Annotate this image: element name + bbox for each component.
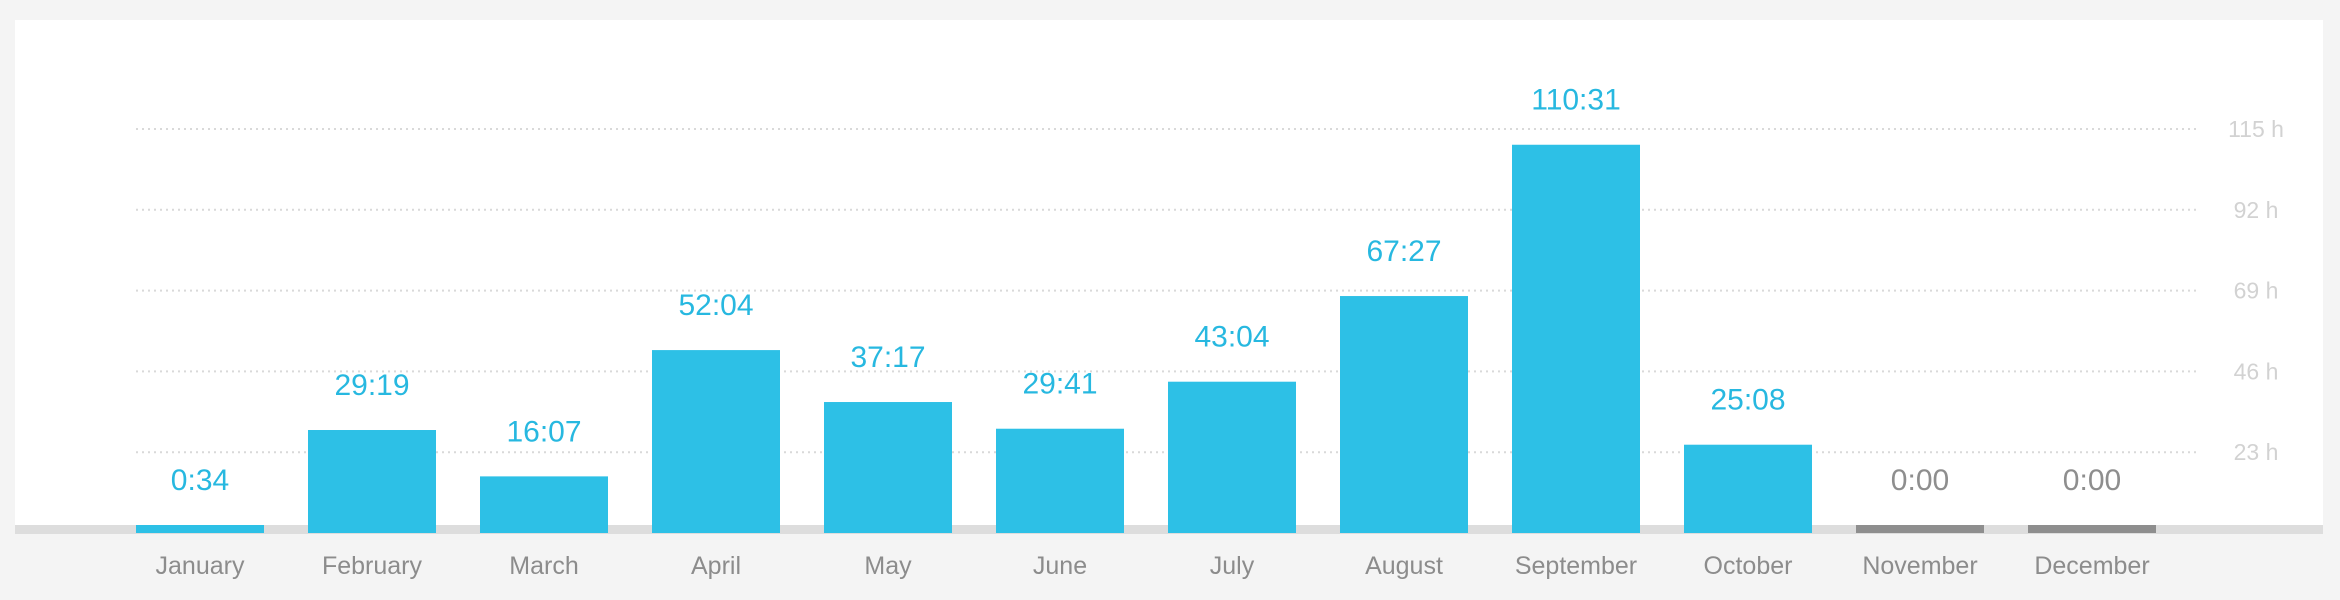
y-axis-ticks: 23 h 46 h 69 h 92 h 115 h: [2228, 116, 2284, 465]
x-tick-label: December: [2034, 552, 2149, 580]
bar-value-label: 29:41: [1022, 368, 1097, 401]
bar-value-label: 52:04: [678, 289, 753, 322]
x-tick-label: May: [864, 552, 912, 580]
x-tick-label: June: [1033, 552, 1087, 580]
y-tick-label: 92 h: [2234, 197, 2279, 223]
bars: [136, 144, 2156, 534]
x-tick-label: October: [1704, 552, 1793, 580]
bar-value-label: 0:00: [1891, 464, 1949, 497]
x-tick-label: April: [691, 552, 741, 580]
bar-value-label: 16:07: [506, 415, 581, 448]
bar-july[interactable]: [1168, 381, 1296, 533]
bar-march[interactable]: [480, 476, 608, 533]
x-tick-label: January: [156, 552, 245, 580]
bar-value-label: 25:08: [1710, 384, 1785, 417]
bar-value-labels: 0:34 29:19 16:07 52:04 37:17 29:41 43:04 67:27 1…: [171, 84, 2121, 497]
bar-august[interactable]: [1340, 296, 1468, 533]
grid-lines: [136, 128, 2198, 454]
y-tick-label: 46 h: [2234, 358, 2279, 384]
bar-november[interactable]: [1856, 525, 1984, 533]
bar-january[interactable]: [136, 525, 264, 533]
bar-may[interactable]: [824, 402, 952, 533]
x-tick-label: July: [1210, 552, 1255, 580]
bar-june[interactable]: [996, 428, 1124, 533]
bar-value-label: 29:19: [334, 369, 409, 402]
bar-value-label: 0:34: [171, 464, 229, 497]
x-tick-label: November: [1862, 552, 1977, 580]
y-tick-label: 69 h: [2234, 278, 2279, 304]
bar-value-label: 37:17: [850, 341, 925, 374]
x-axis-month-labels: January February March April May June July Augu…: [156, 552, 2150, 580]
bar-december[interactable]: [2028, 525, 2156, 533]
x-tick-label: February: [322, 552, 423, 580]
bar-october[interactable]: [1684, 444, 1812, 533]
bar-value-label: 43:04: [1194, 321, 1269, 354]
y-tick-label: 23 h: [2234, 439, 2279, 465]
bar-value-label: 0:00: [2063, 464, 2121, 497]
y-tick-label: 115 h: [2228, 116, 2284, 142]
bar-april[interactable]: [652, 350, 780, 533]
x-tick-label: August: [1365, 552, 1443, 580]
x-tick-label: September: [1515, 552, 1637, 580]
bar-september[interactable]: [1512, 144, 1640, 534]
bar-february[interactable]: [308, 430, 436, 533]
bar-value-label: 67:27: [1366, 235, 1441, 268]
x-tick-label: March: [509, 552, 578, 580]
bar-value-label: 110:31: [1531, 84, 1621, 117]
